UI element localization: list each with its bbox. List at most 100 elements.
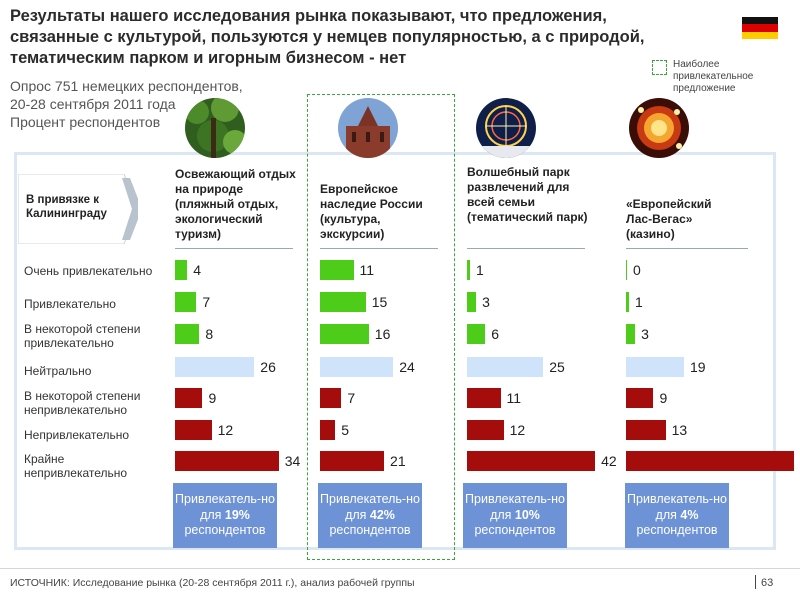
page-title: Результаты нашего исследования рынка пок…	[10, 7, 645, 67]
bar-s3-r1	[626, 292, 630, 312]
bar-value-label: 12	[217, 422, 234, 438]
bar-value-label: 3	[482, 294, 490, 310]
column-header-nature: Освежающий отдых на природе (пляжный отд…	[175, 167, 296, 241]
bar-s0-r2	[175, 324, 200, 344]
row-label-attractive: Привлекательно	[24, 297, 116, 311]
page-number-divider	[755, 575, 756, 589]
header-underline-3	[467, 248, 585, 249]
forest-photo	[185, 98, 245, 158]
survey-subtitle: Опрос 751 немецких респондентов, 20-28 с…	[10, 77, 243, 131]
bar-s3-r6	[626, 451, 794, 471]
bar-s3-r2	[626, 324, 636, 344]
bar-value-label: 7	[202, 294, 211, 310]
bar-value-label: 16	[374, 326, 391, 342]
callout-suffix: респондентов	[636, 523, 718, 538]
bar-value-label: 13	[671, 422, 688, 438]
bar-value-label: 7	[347, 390, 356, 406]
footer-divider	[0, 568, 800, 569]
column-header-heritage: Европейское наследие России (культура, э…	[320, 182, 423, 241]
flag-stripe-gold	[742, 31, 778, 39]
bar-value-label: 4	[193, 262, 201, 278]
flag-stripe-red	[742, 24, 778, 32]
bar-value-label: 34	[284, 453, 301, 469]
callout-text-theme-park: Привлекатель-но для 10% респондентов	[463, 492, 567, 539]
ferris-wheel-photo	[476, 98, 536, 158]
bar-value-label: 1	[635, 294, 643, 310]
callout-text-nature: Привлекатель-но для 19% респондентов	[173, 492, 277, 539]
callout-value: 4%	[680, 507, 699, 522]
page-number: 63	[761, 577, 774, 589]
row-label-somewhat-attractive: В некоторой степени привлекательно	[24, 322, 141, 350]
bar-value-label: 15	[371, 294, 388, 310]
bar-s1-r0	[320, 260, 354, 280]
subtitle-line1: Опрос 751 немецких респондентов,	[10, 78, 243, 94]
bar-s2-r2	[467, 324, 486, 344]
bar-s1-r5	[320, 420, 336, 440]
header-underline-1	[175, 248, 293, 249]
most-attractive-highlight	[307, 94, 455, 560]
bar-value-label: 6	[491, 326, 500, 342]
bar-value-label: 8	[205, 326, 214, 342]
callout-prefix: Привлекатель-но для	[320, 492, 420, 522]
source-note: ИСТОЧНИК: Исследование рынка (20-28 сент…	[10, 577, 415, 589]
row-label-neutral: Нейтрально	[24, 364, 92, 378]
callout-nature: Привлекатель-но для 19% респондентов	[173, 483, 277, 548]
bar-s0-r6	[175, 451, 279, 471]
bar-value-label: 21	[390, 453, 406, 469]
bar-s1-r3	[320, 357, 394, 377]
callout-prefix: Привлекатель-но для	[627, 492, 727, 522]
column-header-theme-park: Волшебный парк развлечений для всей семь…	[467, 165, 588, 224]
bar-s3-r0	[626, 260, 627, 280]
chart-frame	[14, 152, 776, 550]
casino-photo	[629, 98, 689, 158]
bar-s3-r4	[626, 388, 654, 408]
bar-s2-r6	[467, 451, 596, 471]
bar-value-label: 25	[549, 359, 565, 375]
row-label-somewhat-unattractive: В некоторой степени непривлекательно	[24, 389, 141, 417]
reference-label: В привязке к Калининграду	[26, 194, 107, 220]
bar-s0-r1	[175, 292, 197, 312]
subtitle-line3: Процент респондентов	[10, 114, 161, 130]
callout-suffix: респондентов	[474, 523, 556, 538]
reference-chevron-icon	[18, 174, 138, 244]
bar-s2-r1	[467, 292, 477, 312]
callout-prefix: Привлекатель-но для	[465, 492, 565, 522]
bar-s2-r4	[467, 388, 501, 408]
bar-value-label: 12	[509, 422, 526, 438]
flag-stripe-black	[742, 17, 778, 25]
bar-s1-r1	[320, 292, 366, 312]
legend-dashed-box-icon	[652, 60, 667, 75]
bar-s3-r3	[626, 357, 684, 377]
callout-value: 42%	[369, 507, 395, 522]
germany-flag-icon	[742, 17, 778, 39]
bar-s0-r5	[175, 420, 212, 440]
callout-value: 19%	[224, 507, 250, 522]
bar-value-label: 11	[359, 262, 375, 278]
bar-s0-r3	[175, 357, 255, 377]
callout-theme-park: Привлекатель-но для 10% респондентов	[463, 483, 567, 548]
cathedral-photo	[338, 98, 398, 158]
subtitle-line2: 20-28 сентября 2011 года	[10, 96, 176, 112]
callout-text-heritage: Привлекатель-но для 42% респондентов	[318, 492, 422, 539]
bar-value-label: 5	[341, 422, 350, 438]
bar-s0-r4	[175, 388, 203, 408]
callout-suffix: респондентов	[329, 523, 411, 538]
header-underline-2	[320, 248, 438, 249]
row-label-very-attractive: Очень привлекательно	[24, 264, 153, 278]
callout-value: 10%	[514, 507, 540, 522]
bar-value-label: 24	[399, 359, 415, 375]
bar-value-label: 42	[601, 453, 617, 469]
callout-prefix: Привлекатель-но для	[175, 492, 275, 522]
callout-casino: Привлекатель-но для 4% респондентов	[625, 483, 729, 548]
bar-value-label: 9	[208, 390, 217, 406]
bar-value-label: 26	[260, 359, 276, 375]
callout-suffix: респондентов	[184, 523, 266, 538]
callout-text-casino: Привлекатель-но для 4% респондентов	[625, 492, 729, 539]
column-header-casino: «Европейский Лас-Вегас» (казино)	[626, 197, 712, 241]
bar-s2-r0	[467, 260, 471, 280]
header-underline-4	[626, 248, 748, 249]
bar-s1-r4	[320, 388, 342, 408]
row-label-extremely-unattractive: Крайне непривлекательно	[24, 452, 128, 480]
row-label-unattractive: Непривлекательно	[24, 428, 130, 442]
bar-s2-r3	[467, 357, 544, 377]
